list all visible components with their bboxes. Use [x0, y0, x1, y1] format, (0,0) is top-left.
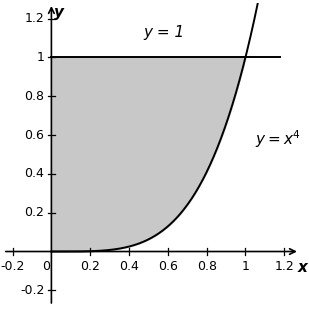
Text: y = 1: y = 1 — [143, 25, 184, 40]
Text: 0.2: 0.2 — [80, 260, 100, 273]
Text: 0.6: 0.6 — [24, 129, 44, 142]
Text: y: y — [54, 5, 64, 20]
Text: 1: 1 — [36, 51, 44, 64]
Text: -0.2: -0.2 — [20, 284, 44, 297]
Text: 0: 0 — [42, 260, 50, 273]
Text: 0.4: 0.4 — [119, 260, 139, 273]
Text: 0.2: 0.2 — [24, 206, 44, 219]
Text: 0.6: 0.6 — [158, 260, 178, 273]
Text: -0.2: -0.2 — [0, 260, 25, 273]
Text: 1.2: 1.2 — [274, 260, 294, 273]
Text: 0.8: 0.8 — [197, 260, 217, 273]
Text: 0.8: 0.8 — [24, 90, 44, 103]
Text: 1.2: 1.2 — [25, 12, 44, 25]
Text: 0.4: 0.4 — [24, 167, 44, 180]
Text: 1: 1 — [242, 260, 249, 273]
Text: $y = x^4$: $y = x^4$ — [255, 128, 301, 150]
Text: x: x — [298, 260, 308, 275]
